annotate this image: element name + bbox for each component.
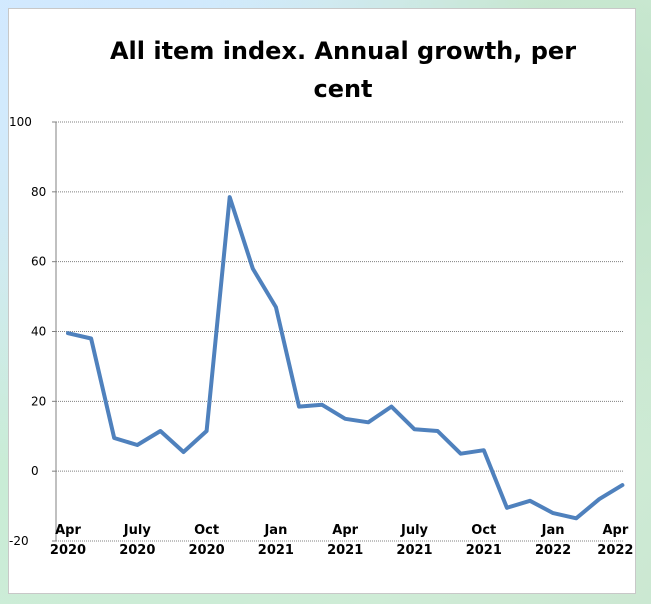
y-tick-label: 0 [31, 464, 39, 478]
x-tick-label-year: 2022 [535, 543, 571, 558]
x-tick-label-month: Apr [332, 523, 358, 538]
gridlines [56, 121, 623, 542]
x-tick-label-year: 2022 [597, 543, 633, 558]
series-line [66, 195, 625, 521]
chart-title: All item index. Annual growth, per cent [110, 37, 576, 103]
x-tick-label-year: 2021 [396, 543, 432, 558]
x-tick-label-year: 2021 [466, 543, 502, 558]
x-tick-label-month: July [123, 523, 152, 538]
series-layer [66, 195, 625, 521]
y-tick-label: -20 [9, 534, 29, 548]
y-tick-label: 20 [31, 394, 46, 408]
x-tick-labels: Apr 2020 July 2020 Oct 2020 Jan 2021 Apr 2021 July… [50, 523, 634, 558]
chart-title-line-2: cent [313, 75, 372, 103]
y-tick-label: 80 [31, 185, 46, 199]
x-tick-label-month: Oct [194, 523, 219, 538]
x-tick-label-year: 2021 [327, 543, 363, 558]
y-tick-label: 60 [31, 255, 46, 269]
x-tick-label-month: July [400, 523, 429, 538]
y-tick-label: 40 [31, 325, 46, 339]
chart-card: All item index. Annual growth, per cent … [8, 8, 636, 594]
y-tick-labels: 100 80 60 40 20 0 -20 [9, 115, 46, 548]
x-tick-label-year: 2020 [189, 543, 225, 558]
x-tick-label-year: 2020 [119, 543, 155, 558]
x-tick-label-month: Apr [603, 523, 629, 538]
x-tick-label-month: Jan [541, 523, 565, 538]
x-tick-label-year: 2021 [258, 543, 294, 558]
x-tick-label-month: Jan [263, 523, 287, 538]
y-tick-label: 100 [9, 115, 32, 129]
chart-title-line-1: All item index. Annual growth, per [110, 37, 576, 65]
x-tick-label-year: 2020 [50, 543, 86, 558]
line-chart: All item index. Annual growth, per cent … [9, 37, 634, 558]
x-tick-label-month: Oct [471, 523, 496, 538]
x-tick-label-month: Apr [55, 523, 81, 538]
y-axis [52, 121, 57, 542]
